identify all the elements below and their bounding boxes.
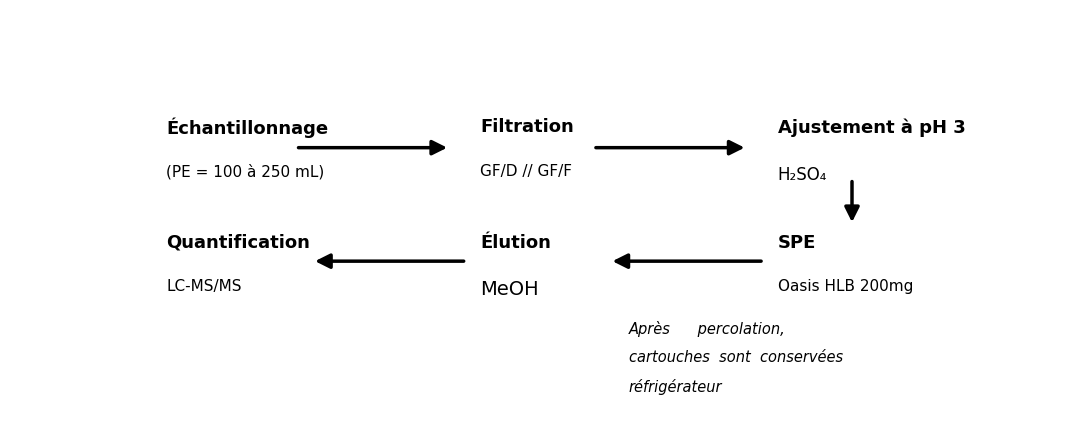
Text: GF/D // GF/F: GF/D // GF/F [480, 164, 572, 179]
Text: réfrigérateur: réfrigérateur [629, 378, 723, 395]
Text: SPE: SPE [778, 234, 815, 252]
Text: Filtration: Filtration [480, 118, 574, 136]
Text: H₂SO₄: H₂SO₄ [778, 166, 827, 184]
Text: LC-MS/MS: LC-MS/MS [166, 279, 242, 294]
Text: Échantillonnage: Échantillonnage [166, 117, 328, 138]
Text: cartouches  sont  conservées: cartouches sont conservées [629, 350, 843, 365]
Text: Quantification: Quantification [166, 234, 310, 252]
Text: Après      percolation,: Après percolation, [629, 321, 786, 337]
Text: Ajustement à pH 3: Ajustement à pH 3 [778, 118, 966, 136]
Text: Oasis HLB 200mg: Oasis HLB 200mg [778, 279, 912, 294]
Text: MeOH: MeOH [480, 280, 538, 300]
Text: (PE = 100 à 250 mL): (PE = 100 à 250 mL) [166, 164, 324, 179]
Text: Élution: Élution [480, 234, 551, 252]
